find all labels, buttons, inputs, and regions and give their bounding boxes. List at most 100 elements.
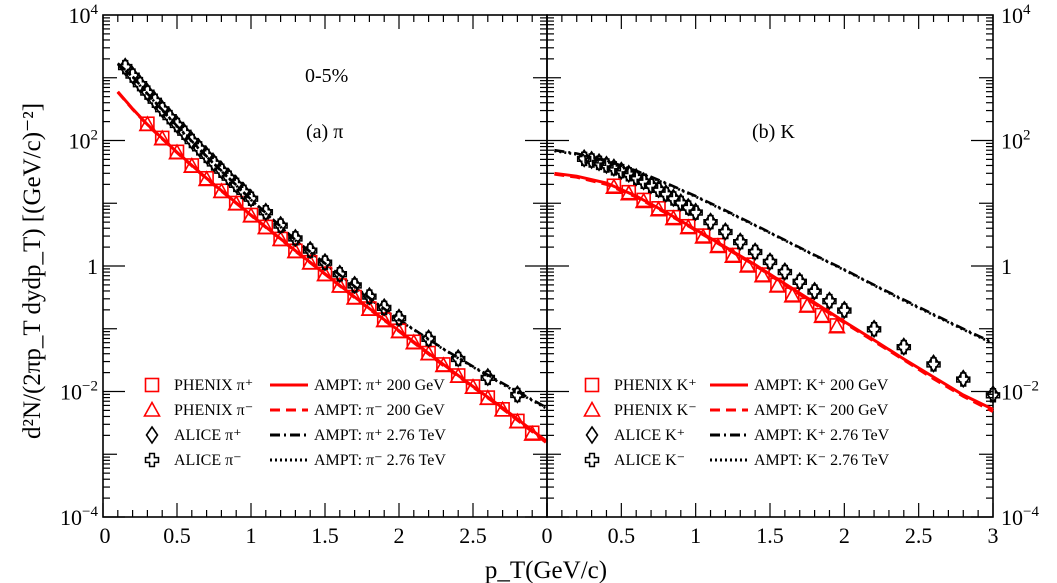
data-point-cross — [332, 266, 348, 282]
data-point-diamond — [229, 174, 243, 194]
legend-entry: AMPT: K⁺ 2.76 TeV — [754, 427, 890, 444]
data-point-triangle — [753, 266, 772, 283]
data-point-triangle — [738, 256, 757, 273]
data-point-triangle — [493, 400, 512, 417]
legend-marker-square — [584, 377, 600, 393]
legend-entry: AMPT: π⁻ 2.76 TeV — [314, 452, 446, 469]
data-point-diamond — [126, 65, 140, 85]
data-point-cross — [822, 293, 837, 309]
data-point-diamond — [629, 167, 643, 187]
data-point-diamond — [392, 308, 406, 328]
x-tick-label: 2 — [839, 523, 850, 548]
data-point-triangle — [649, 200, 668, 217]
data-point-cross — [302, 243, 318, 258]
legend-left: PHENIX π⁺ PHENIX π⁻ ALICE π⁺ ALICE π⁻ AMPT: … — [143, 377, 446, 469]
data-point-cross — [214, 163, 229, 178]
legend-marker-diamond — [145, 425, 159, 445]
data-point-triangle — [679, 218, 698, 235]
curve-dashed-right — [554, 172, 994, 413]
x-tick-label: 0 — [542, 523, 553, 548]
y-tick-label: 1 — [1001, 254, 1012, 279]
data-point-triangle — [182, 157, 201, 173]
data-point-cross — [584, 153, 599, 168]
data-point-diamond — [348, 275, 362, 295]
legend-entry: AMPT: π⁺ 2.76 TeV — [314, 427, 446, 444]
data-point-triangle — [694, 227, 712, 244]
data-point-cross — [169, 117, 185, 133]
data-point-cross — [703, 214, 718, 230]
x-tick-label: 0.5 — [163, 523, 191, 548]
data-point-diamond — [510, 384, 524, 404]
data-point-triangle — [375, 311, 394, 328]
data-point-triangle — [783, 286, 802, 303]
data-point-diamond — [733, 232, 747, 251]
data-point-cross — [688, 205, 703, 220]
curve-dashed-left — [116, 91, 548, 445]
data-point-diamond — [718, 222, 732, 241]
data-point-triangle — [153, 129, 172, 146]
data-point-cross — [792, 274, 807, 290]
data-point-cross — [317, 255, 333, 270]
data-point-cross — [206, 156, 222, 171]
data-point-triangle — [828, 317, 846, 334]
data-point-diamond — [274, 215, 288, 235]
data-point-triangle — [301, 253, 320, 270]
legend-entry: PHENIX K⁺ — [614, 377, 697, 394]
data-point-diamond — [666, 188, 680, 208]
panel-right: (b) K PHENIX K⁺ PHENIX K⁻ ALICE K⁺ ALICE K⁻ A… — [546, 14, 1001, 518]
data-point-triangle — [345, 288, 364, 305]
data-point-diamond — [867, 319, 881, 339]
x-tick-label: 2.5 — [905, 523, 933, 548]
panel-b-label: (b) K — [752, 121, 795, 143]
data-point-triangle — [449, 367, 468, 384]
data-point-triangle — [256, 218, 275, 235]
legend-entry: AMPT: K⁻ 200 GeV — [754, 402, 889, 419]
data-point-cross — [576, 151, 592, 167]
data-point-cross — [199, 148, 214, 164]
data-point-cross — [221, 170, 237, 185]
legend-marker-cross — [144, 452, 160, 468]
data-point-diamond — [237, 181, 251, 201]
curve-dashdot-right — [554, 148, 994, 344]
x-tick-label: 2 — [394, 523, 405, 548]
data-point-diamond — [808, 281, 822, 301]
data-point-cross — [747, 244, 763, 260]
x-tick-label: 2.5 — [459, 523, 487, 548]
data-point-cross — [376, 300, 392, 316]
legend-marker-diamond — [585, 425, 599, 445]
data-point-cross — [243, 191, 259, 206]
data-point-cross — [184, 133, 200, 149]
data-point-diamond — [303, 240, 317, 260]
data-point-triangle — [138, 115, 157, 132]
legend-marker-cross — [584, 452, 600, 468]
x-tick-label: 1.5 — [756, 523, 784, 548]
data-point-cross — [599, 158, 614, 173]
data-point-diamond — [748, 242, 762, 261]
data-point-cross — [450, 351, 466, 367]
data-point-cross — [154, 101, 170, 117]
y-tick-label: 10−4 — [1001, 504, 1039, 530]
data-point-diamond — [577, 148, 591, 168]
data-point-cross — [258, 204, 274, 220]
data-point-diamond — [288, 228, 302, 248]
data-point-diamond — [607, 158, 621, 178]
data-point-diamond — [222, 167, 236, 187]
legend-entry: PHENIX π⁻ — [174, 402, 253, 419]
data-point-triangle — [523, 424, 542, 441]
data-point-diamond — [822, 291, 836, 311]
legend-entry: ALICE K⁺ — [614, 427, 685, 444]
data-point-triangle — [634, 192, 653, 209]
data-point-triangle — [434, 356, 453, 373]
x-axis-title: p_T(GeV/c) — [485, 557, 607, 583]
data-point-diamond — [377, 297, 391, 317]
data-point-cross — [896, 339, 912, 355]
data-point-diamond — [207, 153, 221, 173]
data-point-cross — [866, 322, 882, 337]
data-point-cross — [807, 284, 822, 299]
data-point-triangle — [664, 209, 683, 226]
data-point-triangle — [330, 276, 349, 293]
legend-marker-triangle — [583, 400, 601, 417]
data-point-cross — [347, 278, 362, 293]
data-point-cross — [762, 254, 778, 270]
data-point-diamond — [674, 193, 688, 212]
